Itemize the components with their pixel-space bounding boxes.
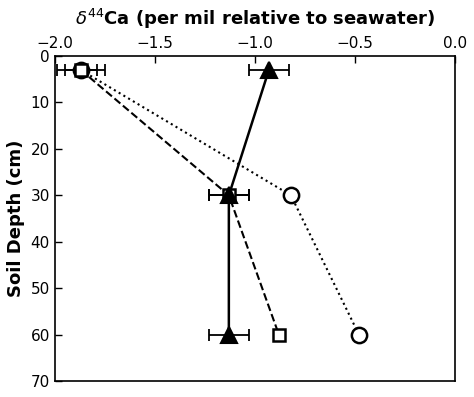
X-axis label: $\delta^{44}$Ca (per mil relative to seawater): $\delta^{44}$Ca (per mil relative to sea… xyxy=(75,7,435,31)
Y-axis label: Soil Depth (cm): Soil Depth (cm) xyxy=(7,140,25,297)
